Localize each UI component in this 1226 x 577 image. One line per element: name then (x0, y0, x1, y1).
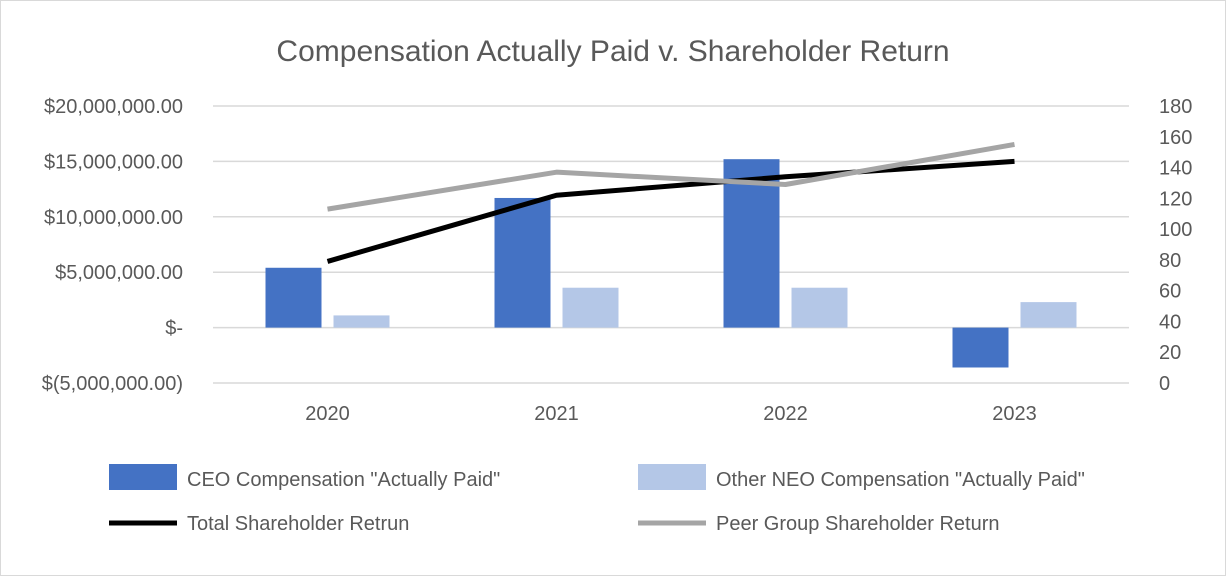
legend-label: CEO Compensation "Actually Paid" (187, 469, 500, 491)
right-tick-label: 160 (1159, 127, 1192, 149)
left-tick-label: $10,000,000.00 (44, 207, 183, 229)
neo-bar (791, 287, 848, 328)
legend-label: Total Shareholder Retrun (187, 513, 409, 535)
right-tick-label: 100 (1159, 219, 1192, 241)
left-tick-label: $(5,000,000.00) (42, 373, 183, 395)
left-tick-label: $5,000,000.00 (55, 262, 183, 284)
x-axis: 2020 2021 2022 2023 (305, 403, 1037, 425)
right-tick-label: 0 (1159, 373, 1170, 395)
right-tick-label: 180 (1159, 96, 1192, 118)
peer-line (327, 142, 1015, 212)
right-tick-label: 20 (1159, 342, 1181, 364)
left-tick-label: $20,000,000.00 (44, 96, 183, 118)
bar-series (265, 159, 1077, 368)
left-tick-label: $- (165, 318, 183, 340)
gridlines (213, 105, 1129, 384)
chart-title: Compensation Actually Paid v. Shareholde… (276, 35, 949, 68)
legend-label: Peer Group Shareholder Return (716, 513, 1000, 535)
neo-bar (333, 315, 390, 328)
legend-label: Other NEO Compensation "Actually Paid" (716, 469, 1085, 491)
tsr-line (326, 158, 1015, 264)
x-tick-label: 2022 (763, 403, 808, 425)
left-tick-label: $15,000,000.00 (44, 151, 183, 173)
ceo-bar (265, 267, 322, 328)
right-tick-label: 60 (1159, 281, 1181, 303)
right-tick-label: 80 (1159, 250, 1181, 272)
legend: CEO Compensation "Actually Paid" Other NE… (109, 464, 1085, 535)
left-axis: $20,000,000.00 $15,000,000.00 $10,000,000.… (42, 96, 183, 395)
x-tick-label: 2021 (534, 403, 579, 425)
right-tick-label: 140 (1159, 158, 1192, 180)
neo-bar (562, 287, 619, 328)
ceo-bar (723, 159, 780, 328)
ceo-bar (952, 327, 1009, 368)
x-tick-label: 2023 (992, 403, 1037, 425)
neo-bar (1020, 302, 1077, 328)
right-tick-label: 120 (1159, 188, 1192, 210)
legend-swatch (109, 464, 177, 490)
right-tick-label: 40 (1159, 311, 1181, 333)
right-axis: 180 160 140 120 100 80 60 40 20 0 (1159, 96, 1192, 395)
ceo-bar (494, 197, 551, 328)
line-series (326, 142, 1015, 264)
x-tick-label: 2020 (305, 403, 350, 425)
legend-swatch (638, 464, 706, 490)
